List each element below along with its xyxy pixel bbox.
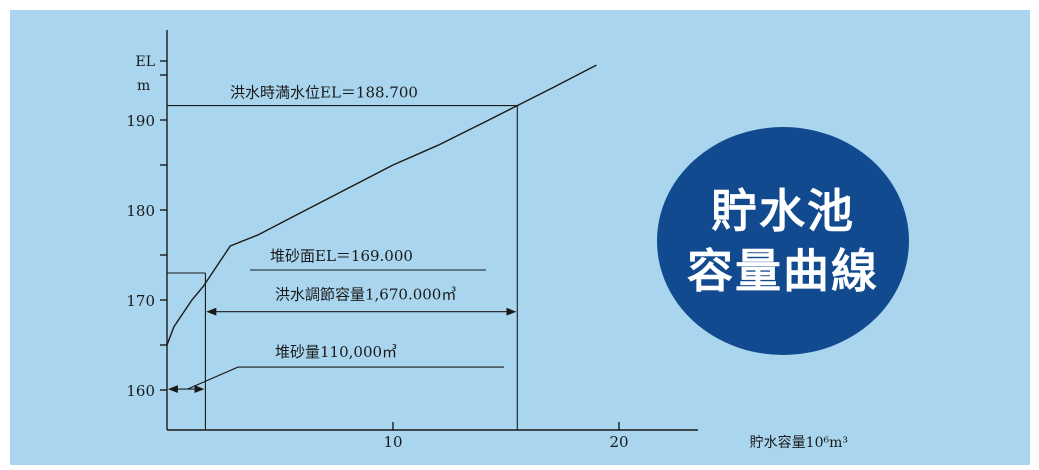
y-tick-label: 190	[126, 112, 155, 130]
badge-line-1: 貯水池	[711, 184, 855, 238]
chart-panel: 160 170 180 190 EL m 10 20 貯水容量10⁶m³ 洪水時満水位EL＝188…	[10, 10, 1030, 465]
x-tick-label: 10	[383, 433, 402, 451]
annotation-flood-level: 洪水時満水位EL＝188.700	[230, 84, 418, 102]
title-badge: 貯水池 容量曲線	[657, 127, 909, 355]
badge-line-2: 容量曲線	[687, 244, 879, 298]
capacity-curve	[166, 64, 597, 346]
annotation-sediment-volume: 堆砂量110,000㎥	[275, 343, 397, 361]
annotation-sediment-level: 堆砂面EL＝169.000	[270, 247, 413, 265]
y-axis-label: EL	[135, 54, 155, 70]
x-tick-label: 20	[609, 433, 628, 451]
y-tick-label: 180	[126, 202, 155, 220]
annotation-flood-control-volume: 洪水調節容量1,670.000㎥	[275, 286, 456, 304]
y-tick-label: 170	[126, 292, 155, 310]
y-tick-label: 160	[126, 382, 155, 400]
reservoir-capacity-chart: 160 170 180 190 EL m 10 20 貯水容量10⁶m³ 洪水時満水位EL＝188…	[126, 30, 848, 451]
y-axis-unit: m	[137, 78, 150, 94]
x-axis-label: 貯水容量10⁶m³	[750, 434, 848, 451]
sediment-volume-leader	[187, 366, 504, 390]
